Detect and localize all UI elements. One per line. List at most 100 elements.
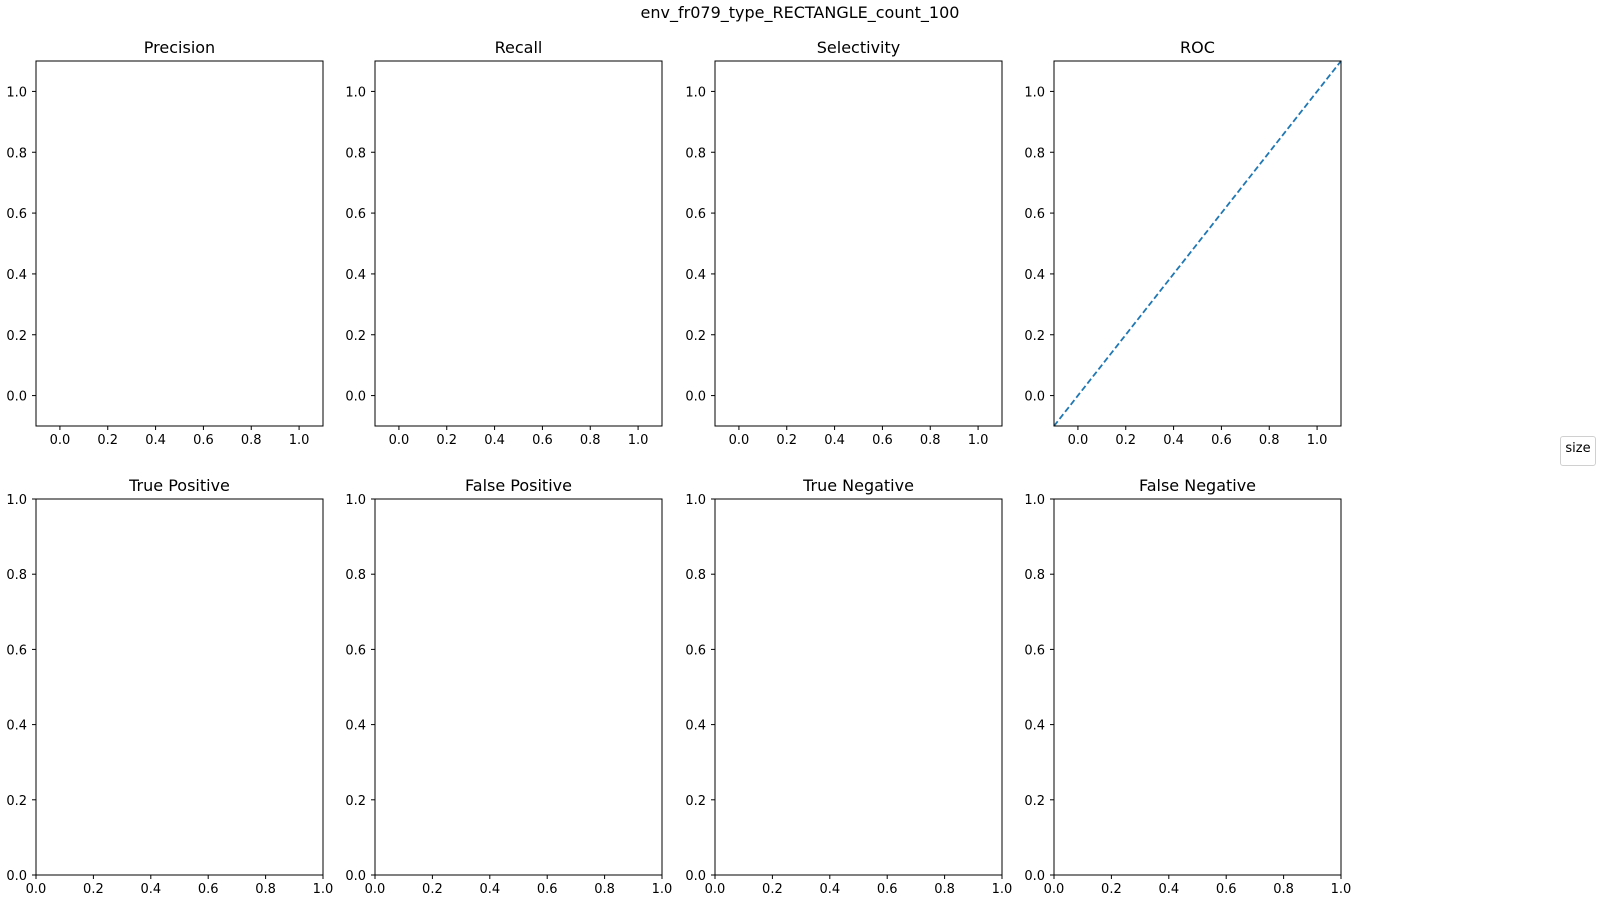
panel-selectivity-ytick-label: 0.8	[685, 146, 706, 161]
panel-false-negative-xtick-label: 0.4	[1158, 882, 1179, 897]
panel-precision-axes-frame	[35, 60, 324, 427]
panel-recall-ytick-label: 0.4	[345, 268, 366, 283]
panel-true-positive-xtick-label: 1.0	[313, 882, 334, 897]
panel-precision-title: Precision	[144, 38, 215, 57]
panel-roc-ytick-label: 0.8	[1024, 146, 1045, 161]
panel-false-positive-ytick-label: 0.2	[345, 794, 366, 809]
panel-false-negative-xtick-label: 0.6	[1216, 882, 1237, 897]
panel-true-positive-ytick-label: 0.8	[6, 568, 27, 583]
panel-false-negative-xtick-label: 0.2	[1101, 882, 1122, 897]
panel-false-positive: False Positive 0.0 0.2 0.4 0.6 0.8 1.0 0.0 0.2 0.…	[345, 476, 672, 897]
panel-true-negative-xtick-label: 0.6	[877, 882, 898, 897]
panel-false-negative-xtick-label: 0.0	[1044, 882, 1065, 897]
panel-selectivity-xtick-label: 0.8	[920, 433, 941, 448]
panel-true-negative: True Negative 0.0 0.2 0.4 0.6 0.8 1.0 0.0 0.2 0.4…	[685, 476, 1012, 897]
panel-precision-xtick-label: 1.0	[289, 433, 310, 448]
panel-precision-xtick-label: 0.0	[50, 433, 71, 448]
panel-recall-axes-frame	[374, 60, 663, 427]
panel-true-negative-xtick-label: 1.0	[992, 882, 1013, 897]
panel-false-positive-ytick-label: 0.8	[345, 568, 366, 583]
panel-selectivity-ytick-label: 0.4	[685, 268, 706, 283]
panel-precision-xtick-label: 0.4	[145, 433, 166, 448]
panel-roc-title: ROC	[1180, 38, 1215, 57]
panel-roc-ytick-label: 0.0	[1024, 390, 1045, 405]
panel-recall-xtick-label: 1.0	[628, 433, 649, 448]
panel-recall-title: Recall	[495, 38, 543, 57]
panel-roc-ytick-label: 0.6	[1024, 207, 1045, 222]
panel-roc-ytick-label: 0.2	[1024, 329, 1045, 344]
panel-recall-xtick-label: 0.0	[389, 433, 410, 448]
panel-true-positive: True Positive 0.0 0.2 0.4 0.6 0.8 1.0 0.0 0.2 0.4…	[6, 476, 333, 897]
panel-selectivity-ytick-label: 0.6	[685, 207, 706, 222]
panel-recall-ytick-label: 0.2	[345, 329, 366, 344]
panel-false-negative-ytick-label: 0.0	[1024, 869, 1045, 884]
panel-false-negative-ytick-label: 0.6	[1024, 643, 1045, 658]
panel-true-negative-ytick-label: 0.6	[685, 643, 706, 658]
panel-roc-xtick-label: 1.0	[1307, 433, 1328, 448]
panel-recall-ytick-label: 0.0	[345, 390, 366, 405]
panel-roc-axes-frame	[1053, 60, 1342, 427]
panel-true-positive-ytick-label: 0.4	[6, 719, 27, 734]
panel-roc-reference-diagonal	[1053, 60, 1342, 427]
panel-false-positive-xtick-label: 0.2	[422, 882, 443, 897]
panel-roc-xtick-label: 0.2	[1115, 433, 1136, 448]
panel-selectivity-xtick-label: 0.6	[872, 433, 893, 448]
panel-false-positive-xtick-label: 0.8	[594, 882, 615, 897]
panel-precision-ytick-label: 0.0	[6, 390, 27, 405]
legend-title: size	[1565, 441, 1591, 456]
panel-true-negative-axes-frame	[714, 498, 1003, 876]
panel-precision-xtick-label: 0.2	[97, 433, 118, 448]
panel-recall-ytick-label: 1.0	[345, 85, 366, 100]
panel-selectivity-xtick-label: 1.0	[968, 433, 989, 448]
panel-true-negative-ytick-label: 1.0	[685, 493, 706, 508]
panel-false-negative: False Negative 0.0 0.2 0.4 0.6 0.8 1.0 0.0 0.2 0.…	[1024, 476, 1351, 897]
panel-true-positive-ytick-label: 1.0	[6, 493, 27, 508]
panel-recall-xtick-label: 0.6	[532, 433, 553, 448]
panel-recall: Recall 0.0 0.2 0.4 0.6 0.8 1.0 0.0 0.2 0.4 0.6 0.8 1…	[345, 38, 663, 448]
panel-recall-xtick-label: 0.8	[580, 433, 601, 448]
panel-false-positive-ytick-label: 0.0	[345, 869, 366, 884]
panel-recall-ytick-label: 0.8	[345, 146, 366, 161]
panel-true-negative-ytick-label: 0.8	[685, 568, 706, 583]
panel-precision-ytick-label: 0.4	[6, 268, 27, 283]
panel-false-negative-ytick-label: 1.0	[1024, 493, 1045, 508]
panel-false-negative-ytick-label: 0.8	[1024, 568, 1045, 583]
panel-false-positive-ytick-label: 0.6	[345, 643, 366, 658]
panel-true-negative-title: True Negative	[802, 476, 914, 495]
panel-true-positive-xtick-label: 0.6	[198, 882, 219, 897]
panel-selectivity-ytick-label: 0.0	[685, 390, 706, 405]
panel-false-positive-xtick-label: 0.4	[479, 882, 500, 897]
panel-precision-ytick-label: 0.2	[6, 329, 27, 344]
panel-false-negative-ytick-label: 0.2	[1024, 794, 1045, 809]
panel-selectivity: Selectivity 0.0 0.2 0.4 0.6 0.8 1.0 0.0 0.2 0.4 0.…	[685, 38, 1003, 448]
panel-selectivity-xtick-label: 0.2	[776, 433, 797, 448]
panel-true-positive-xtick-label: 0.8	[255, 882, 276, 897]
panel-recall-xtick-label: 0.2	[436, 433, 457, 448]
panel-true-negative-xtick-label: 0.8	[934, 882, 955, 897]
panel-selectivity-xtick-label: 0.0	[729, 433, 750, 448]
panel-true-positive-xtick-label: 0.2	[83, 882, 104, 897]
legend: size	[1560, 436, 1596, 466]
panel-false-positive-ytick-label: 0.4	[345, 719, 366, 734]
panel-true-positive-title: True Positive	[128, 476, 230, 495]
panel-roc-ytick-label: 0.4	[1024, 268, 1045, 283]
panel-false-positive-xtick-label: 0.6	[537, 882, 558, 897]
panel-roc-xtick-label: 0.0	[1068, 433, 1089, 448]
panel-true-negative-ytick-label: 0.0	[685, 869, 706, 884]
panel-selectivity-title: Selectivity	[817, 38, 900, 57]
panel-true-positive-axes-frame	[35, 498, 324, 876]
panel-true-negative-ytick-label: 0.4	[685, 719, 706, 734]
panel-true-negative-xtick-label: 0.2	[762, 882, 783, 897]
panel-roc-xtick-label: 0.8	[1259, 433, 1280, 448]
panel-precision-ytick-label: 1.0	[6, 85, 27, 100]
panel-false-negative-xtick-label: 0.8	[1273, 882, 1294, 897]
panel-recall-xtick-label: 0.4	[484, 433, 505, 448]
panel-true-positive-ytick-label: 0.0	[6, 869, 27, 884]
panel-false-positive-ytick-label: 1.0	[345, 493, 366, 508]
panel-true-negative-xtick-label: 0.4	[819, 882, 840, 897]
panel-false-positive-xtick-label: 1.0	[652, 882, 673, 897]
panel-false-negative-xtick-label: 1.0	[1331, 882, 1352, 897]
panels-grid: Precision 0.0 0.2 0.4 0.6 0.8 1.0 0.0 0.2 0.4 0.6 0…	[6, 38, 1351, 897]
panel-roc-xtick-label: 0.6	[1211, 433, 1232, 448]
